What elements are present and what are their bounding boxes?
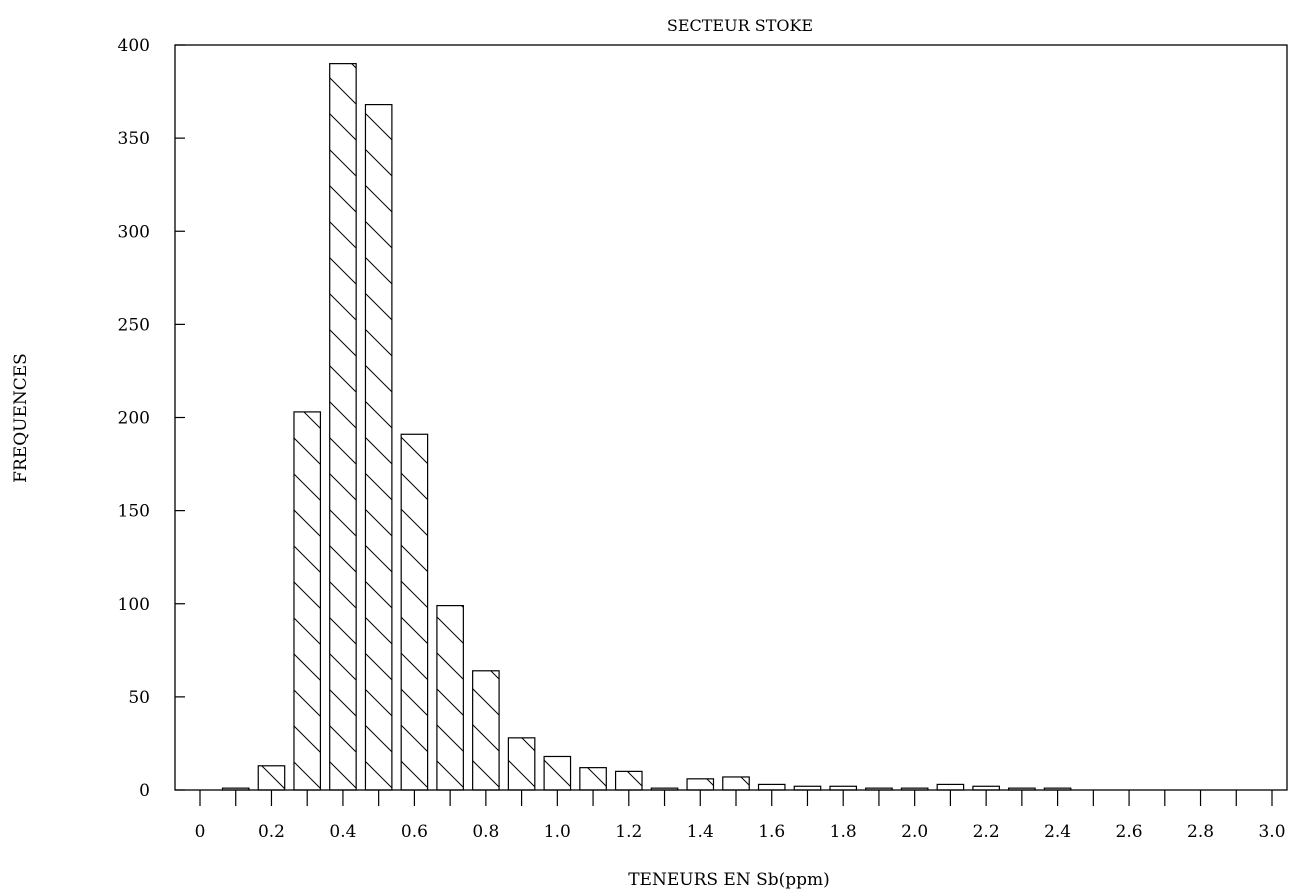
bar bbox=[436, 605, 464, 791]
x-tick-label: 2.2 bbox=[973, 822, 1000, 842]
x-tick-label: 0.6 bbox=[401, 822, 428, 842]
x-axis-title: TENEURS EN Sb(ppm) bbox=[628, 870, 830, 890]
bar bbox=[579, 767, 607, 791]
bar bbox=[650, 787, 679, 791]
bar bbox=[972, 785, 1000, 791]
y-tick-label: 250 bbox=[118, 315, 150, 335]
bar bbox=[1008, 787, 1036, 791]
x-tick-label: 2.8 bbox=[1187, 822, 1214, 842]
bar bbox=[472, 670, 500, 791]
bar bbox=[936, 783, 965, 791]
bar bbox=[686, 778, 715, 791]
x-tick-label: 0.4 bbox=[329, 822, 356, 842]
y-axis-title: FREQUENCES bbox=[11, 353, 31, 483]
y-tick-label: 100 bbox=[118, 595, 150, 615]
x-tick-label: 1.2 bbox=[615, 822, 642, 842]
bar bbox=[1043, 787, 1072, 791]
y-tick-label: 0 bbox=[139, 781, 150, 801]
y-tick-label: 400 bbox=[118, 36, 150, 56]
x-tick-label: 2.6 bbox=[1116, 822, 1143, 842]
bar bbox=[293, 411, 322, 791]
bar bbox=[829, 785, 858, 791]
bar bbox=[543, 755, 572, 791]
x-tick-label: 1.4 bbox=[687, 822, 714, 842]
y-tick-label: 150 bbox=[118, 502, 150, 522]
bar bbox=[722, 776, 750, 791]
bar bbox=[257, 765, 286, 791]
bar bbox=[507, 737, 536, 791]
bar bbox=[329, 63, 357, 791]
bar bbox=[614, 770, 643, 791]
bar-series bbox=[221, 63, 1072, 791]
x-tick-label: 0.2 bbox=[258, 822, 285, 842]
x-tick-label: 1.0 bbox=[544, 822, 571, 842]
y-tick-label: 300 bbox=[118, 222, 150, 242]
bar bbox=[400, 433, 429, 791]
x-axis: 0 0.2 0.4 0.6 0.8 1.0 1.2 1.4 1.6 1.8 2.0 2.2 2.4 2.6… bbox=[195, 790, 1286, 842]
bar bbox=[865, 787, 893, 791]
bar bbox=[757, 783, 786, 791]
x-tick-label: 2.4 bbox=[1044, 822, 1071, 842]
y-axis: 0 50 100 150 200 250 300 350 400 bbox=[118, 36, 185, 801]
x-tick-label: 1.6 bbox=[758, 822, 785, 842]
y-tick-label: 350 bbox=[118, 129, 150, 149]
y-tick-label: 50 bbox=[128, 688, 150, 708]
bar bbox=[900, 787, 929, 791]
y-tick-label: 200 bbox=[118, 409, 150, 429]
x-tick-label: 0 bbox=[195, 822, 206, 842]
bar bbox=[364, 103, 393, 791]
chart-title: SECTEUR STOKE bbox=[667, 16, 813, 35]
bar bbox=[793, 785, 822, 791]
x-tick-label: 2.0 bbox=[901, 822, 928, 842]
x-tick-label: 1.8 bbox=[830, 822, 857, 842]
bar bbox=[221, 787, 250, 791]
x-tick-label: 0.8 bbox=[472, 822, 499, 842]
x-tick-label: 3.0 bbox=[1258, 822, 1285, 842]
